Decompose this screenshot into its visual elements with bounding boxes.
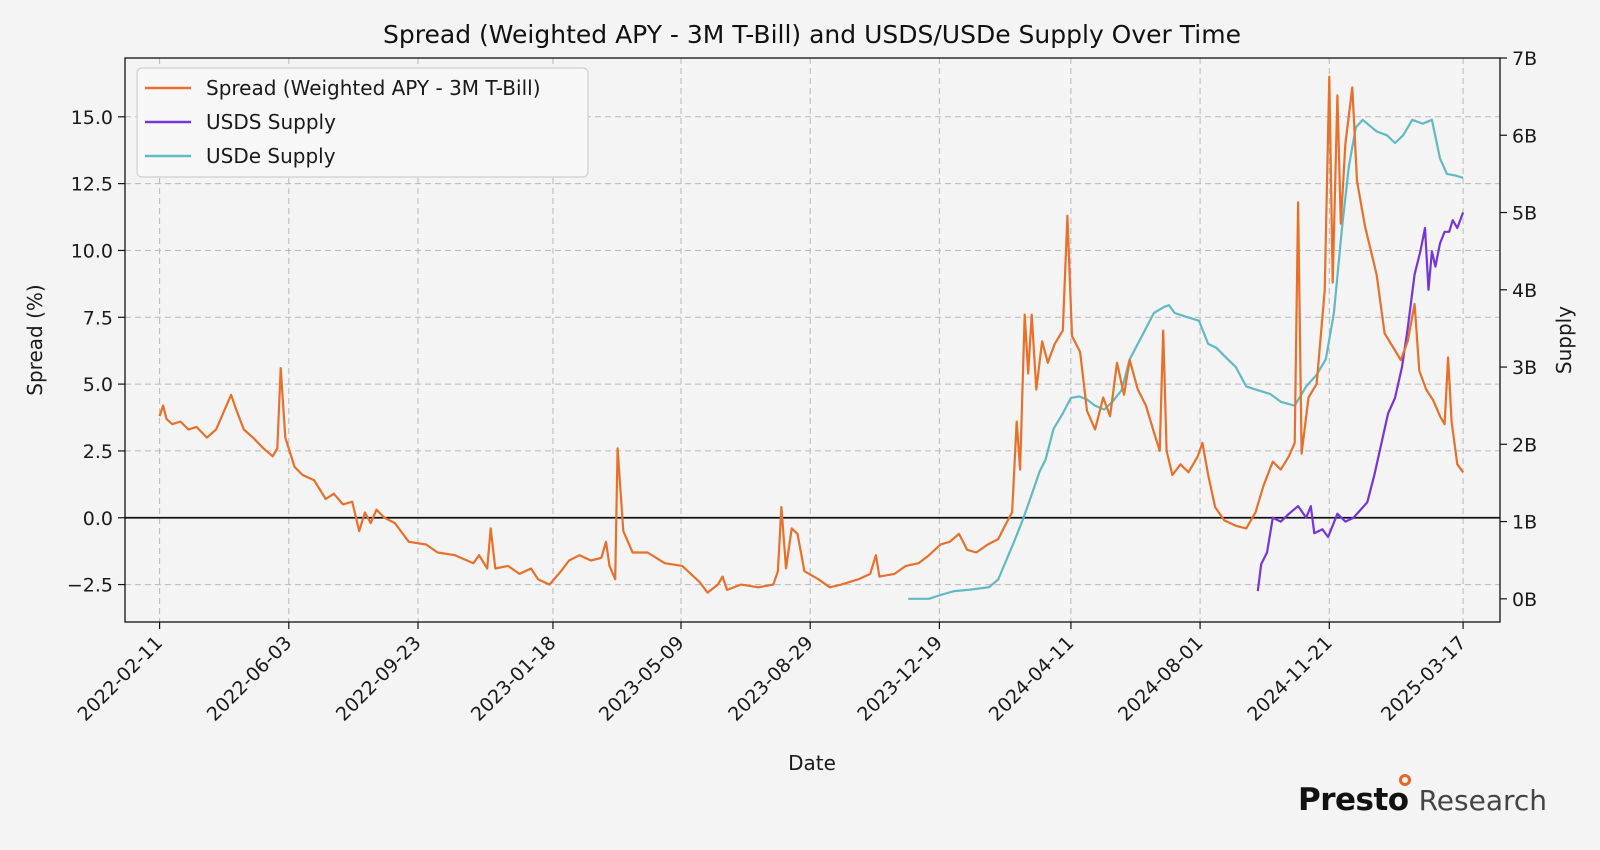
y-right-tick-label: 5B	[1512, 203, 1537, 225]
brand-name: Presto	[1298, 774, 1411, 818]
y-left-tick-label: 7.5	[83, 307, 113, 329]
x-tick-label: 2024-11-21	[1243, 632, 1337, 726]
x-tick-label: 2023-08-29	[724, 632, 818, 726]
x-tick-label: 2022-06-03	[203, 632, 297, 726]
grid-lines	[125, 58, 1500, 622]
chart-title: Spread (Weighted APY - 3M T-Bill) and US…	[383, 20, 1241, 49]
legend-label-spread: Spread (Weighted APY - 3M T-Bill)	[206, 76, 541, 100]
x-tick-label: 2024-04-11	[985, 632, 1079, 726]
y-right-tick-label: 0B	[1512, 589, 1537, 611]
legend: Spread (Weighted APY - 3M T-Bill) USDS S…	[136, 67, 589, 178]
x-tick-label: 2025-03-17	[1377, 632, 1471, 726]
x-axis-ticks: 2022-02-11 2022-06-03 2022-09-23 2023-01-18…	[74, 622, 1471, 726]
y-right-tick-label: 7B	[1512, 48, 1537, 70]
legend-label-usds: USDS Supply	[206, 110, 336, 134]
y-axis-right-ticks: 0B 1B 2B 3B 4B 5B 6B 7B	[1500, 48, 1537, 611]
x-tick-label: 2022-09-23	[332, 632, 426, 726]
x-axis-label: Date	[788, 751, 836, 775]
x-tick-label: 2024-08-01	[1114, 632, 1208, 726]
plot-frame	[124, 57, 1501, 623]
brand-subtitle: Research	[1418, 784, 1548, 817]
y-right-tick-label: 4B	[1512, 280, 1537, 302]
y-right-tick-label: 2B	[1512, 434, 1537, 456]
legend-label-usde: USDe Supply	[206, 144, 336, 168]
y-left-tick-label: 12.5	[71, 174, 113, 196]
y-right-tick-label: 6B	[1512, 125, 1537, 147]
series-layer	[158, 75, 1465, 600]
y-left-tick-label: −2.5	[67, 575, 113, 597]
y-left-tick-label: 10.0	[71, 240, 113, 262]
y-right-tick-label: 3B	[1512, 357, 1537, 379]
y-right-tick-label: 1B	[1512, 512, 1537, 534]
presto-research-logo: Presto Research	[1298, 774, 1548, 818]
y-axis-left-ticks: −2.5 0.0 2.5 5.0 7.5 10.0 12.5 15.0	[67, 107, 125, 597]
series-line-usde	[908, 118, 1464, 600]
y-axis-right-label: Supply	[1552, 306, 1576, 374]
y-left-tick-label: 5.0	[83, 374, 113, 396]
series-line-spread	[158, 75, 1464, 594]
brand-dot-icon	[1398, 774, 1411, 786]
y-left-tick-label: 0.0	[83, 508, 113, 530]
y-left-tick-label: 15.0	[71, 107, 113, 129]
y-axis-left-label: Spread (%)	[23, 284, 47, 395]
x-tick-label: 2022-02-11	[74, 632, 168, 726]
x-tick-label: 2023-01-18	[467, 632, 561, 726]
x-tick-label: 2023-05-09	[595, 632, 689, 726]
y-left-tick-label: 2.5	[83, 441, 113, 463]
series-line-usds	[1256, 212, 1465, 592]
x-tick-label: 2023-12-19	[853, 632, 947, 726]
